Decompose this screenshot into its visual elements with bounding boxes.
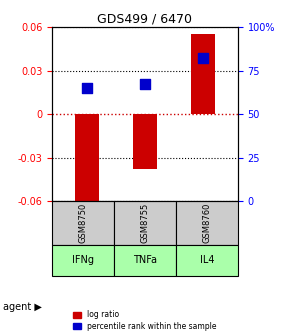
Text: agent ▶: agent ▶ bbox=[3, 302, 42, 312]
Title: GDS499 / 6470: GDS499 / 6470 bbox=[97, 13, 193, 26]
FancyBboxPatch shape bbox=[114, 201, 176, 245]
FancyBboxPatch shape bbox=[52, 201, 114, 245]
FancyBboxPatch shape bbox=[176, 245, 238, 276]
Text: GSM8750: GSM8750 bbox=[79, 203, 88, 243]
Text: TNFa: TNFa bbox=[133, 255, 157, 265]
Point bbox=[85, 85, 89, 91]
Text: IFNg: IFNg bbox=[72, 255, 94, 265]
Text: GSM8760: GSM8760 bbox=[202, 203, 211, 243]
Point bbox=[201, 55, 205, 61]
Bar bbox=[191, 34, 215, 114]
Legend: log ratio, percentile rank within the sample: log ratio, percentile rank within the sa… bbox=[72, 309, 218, 332]
Text: GSM8755: GSM8755 bbox=[140, 203, 150, 243]
Text: IL4: IL4 bbox=[200, 255, 214, 265]
FancyBboxPatch shape bbox=[176, 201, 238, 245]
FancyBboxPatch shape bbox=[114, 245, 176, 276]
FancyBboxPatch shape bbox=[52, 245, 114, 276]
Bar bbox=[133, 114, 157, 169]
Point bbox=[143, 82, 147, 87]
Bar bbox=[75, 114, 99, 209]
